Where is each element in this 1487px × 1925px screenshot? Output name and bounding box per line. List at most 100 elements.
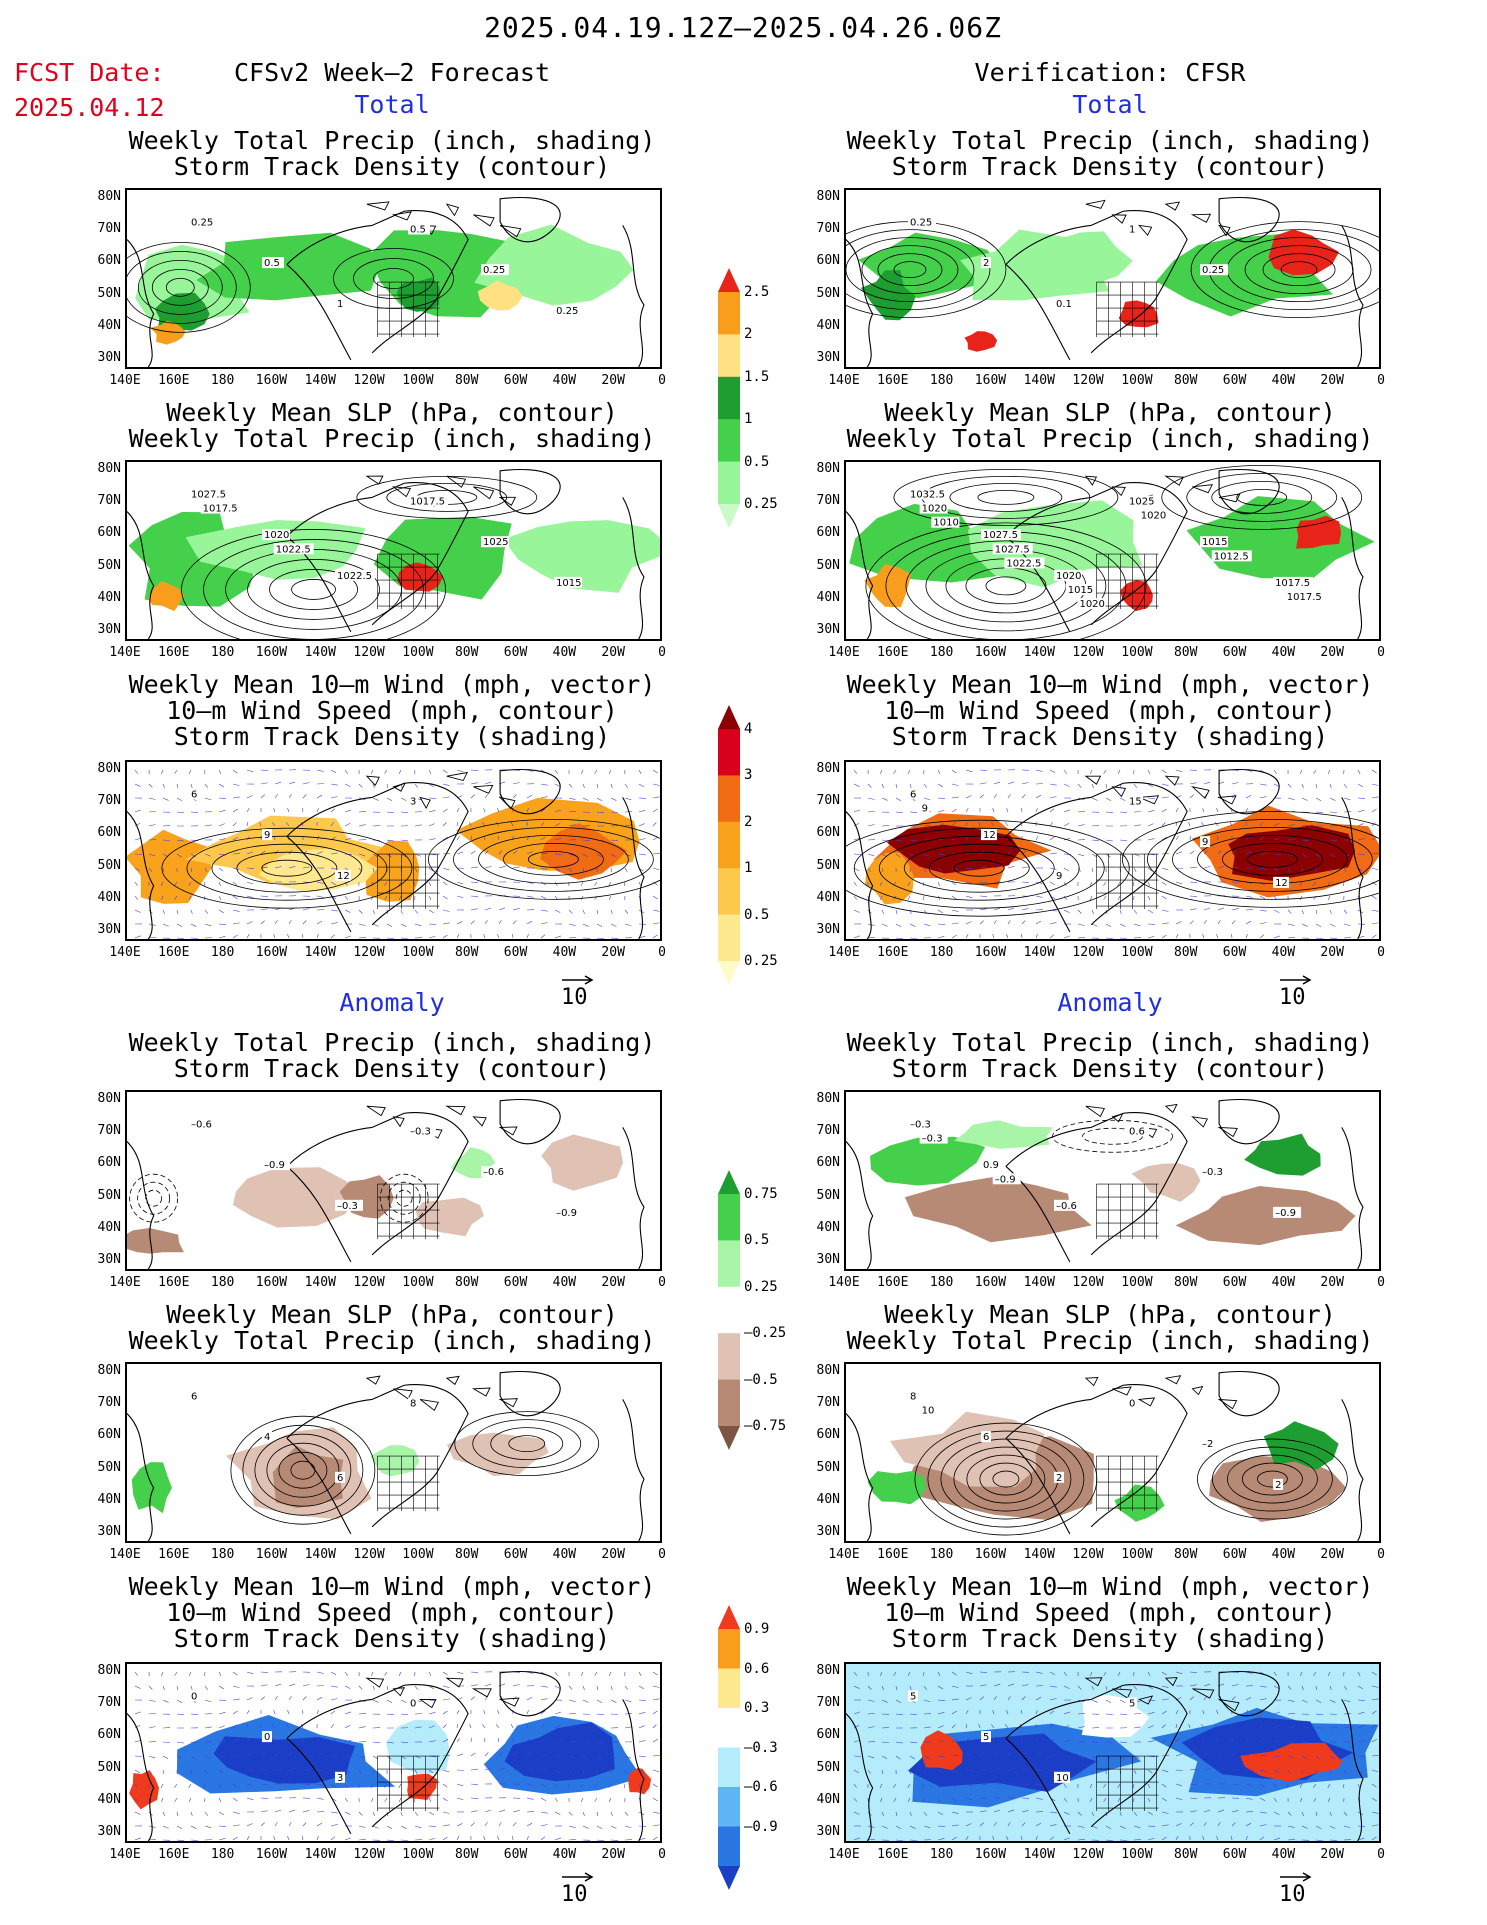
colorbar-tick-label: –0.75	[744, 1418, 787, 1434]
vector-ref-r3: 10	[1279, 975, 1313, 1010]
lat-tick-label: 60N	[816, 1727, 840, 1743]
svg-text:1017.5: 1017.5	[1287, 592, 1322, 603]
lat-tick-label: 50N	[97, 285, 121, 301]
lat-tick-label: 30N	[97, 922, 121, 937]
vector-ref-l6: 10	[561, 1872, 595, 1907]
lon-tick-label: 140E	[109, 1847, 141, 1862]
svg-text:5: 5	[1129, 1698, 1135, 1709]
svg-text:–0.9: –0.9	[264, 1160, 285, 1171]
svg-text:–0.3: –0.3	[922, 1134, 943, 1145]
colorbar-tick-label: 4	[744, 721, 753, 737]
svg-text:1: 1	[1129, 224, 1135, 235]
svg-text:1025: 1025	[1129, 496, 1154, 507]
section-anomaly-left: Anomaly	[339, 988, 445, 1017]
lat-tick-label: 60N	[97, 825, 121, 841]
lon-tick-label: 180	[929, 645, 954, 660]
svg-text:1020: 1020	[1079, 599, 1104, 610]
lat-tick-label: 40N	[816, 889, 840, 905]
svg-text:–0.3: –0.3	[1202, 1167, 1223, 1178]
lon-tick-label: 80W	[454, 373, 479, 388]
colorbar-tick-label: 0.25	[744, 496, 778, 512]
svg-text:–0.9: –0.9	[556, 1208, 577, 1219]
svg-text:–0.3: –0.3	[410, 1126, 431, 1137]
lon-tick-label: 80W	[1173, 945, 1198, 960]
lat-tick-label: 50N	[97, 1459, 121, 1475]
lon-tick-label: 160E	[158, 945, 190, 960]
lon-tick-label: 100W	[1121, 1275, 1153, 1290]
svg-text:1012.5: 1012.5	[1214, 551, 1249, 562]
lon-tick-label: 80W	[1173, 645, 1198, 660]
svg-text:2: 2	[1275, 1480, 1281, 1491]
panel-title-l3: Weekly Mean 10–m Wind (mph, vector) 10–m …	[128, 670, 656, 751]
lat-tick-label: 30N	[816, 1524, 840, 1539]
map-panel-forecast-wind-storm-anom: 0 0 3 0	[125, 1662, 662, 1843]
lon-tick-label: 20W	[1320, 945, 1344, 960]
lon-tick-label: 20W	[601, 1847, 625, 1862]
lat-tick-label: 70N	[97, 493, 121, 509]
lon-tick-label: 40W	[552, 1275, 577, 1290]
map-panel-verif-slp-precip: 1032.5 1027.5 1020 1025 1015 1017.5 1020 1027.5…	[844, 460, 1381, 641]
lon-tick-label: 80W	[454, 1275, 479, 1290]
lon-tick-label: 180	[210, 1847, 235, 1862]
lat-tick-label: 80N	[97, 1363, 121, 1378]
lon-tick-label: 140E	[109, 1275, 141, 1290]
lat-tick-label: 30N	[816, 1252, 840, 1267]
lon-tick-label: 0	[1377, 1275, 1385, 1290]
lon-tick-label: 0	[658, 373, 666, 388]
lat-tick-label: 30N	[97, 1824, 121, 1839]
lat-tick-label: 80N	[97, 1663, 121, 1678]
fcst-date-label: FCST Date:	[14, 58, 165, 87]
lon-tick-label: 20W	[1320, 373, 1344, 388]
svg-text:1015: 1015	[1202, 537, 1227, 548]
lon-tick-label: 180	[929, 1847, 954, 1862]
panel-title-r1: Weekly Total Precip (inch, shading) Storm…	[846, 126, 1374, 181]
colorbar-precip-total: 2.5 2 1.5 1 0.5 0.25	[718, 268, 788, 528]
svg-text:1017.5: 1017.5	[410, 496, 445, 507]
lon-tick-label: 80W	[454, 1547, 479, 1562]
lon-tick-label: 100W	[1121, 945, 1153, 960]
svg-text:–0.9: –0.9	[1275, 1208, 1296, 1219]
svg-text:8: 8	[410, 1398, 416, 1409]
svg-text:1022.5: 1022.5	[337, 571, 372, 582]
svg-text:0.5: 0.5	[264, 258, 280, 269]
lon-tick-label: 60W	[503, 1547, 528, 1562]
lat-tick-label: 70N	[97, 1123, 121, 1139]
lat-tick-label: 60N	[97, 525, 121, 541]
map-panel-forecast-precip-storm: 0.25 0.5 1 0.5 0.25 0.25	[125, 188, 662, 369]
colorbar-tick-label: 2.5	[744, 284, 770, 300]
lat-tick-label: 60N	[816, 525, 840, 541]
lat-tick-label: 60N	[97, 1427, 121, 1443]
lat-tick-label: 50N	[816, 1187, 840, 1203]
svg-text:0.25: 0.25	[1202, 265, 1224, 276]
lat-tick-label: 40N	[816, 589, 840, 605]
lon-tick-label: 120W	[353, 1275, 385, 1290]
lon-tick-label: 160W	[974, 645, 1007, 660]
lon-tick-label: 0	[658, 1547, 666, 1562]
lon-tick-label: 140W	[1023, 1547, 1055, 1562]
panel-title-r2: Weekly Mean SLP (hPa, contour) Weekly Tot…	[846, 398, 1374, 453]
svg-text:–0.3: –0.3	[337, 1201, 358, 1212]
svg-text:4: 4	[264, 1432, 270, 1443]
svg-text:5: 5	[910, 1691, 916, 1702]
lon-tick-label: 160E	[877, 1847, 909, 1862]
lon-tick-label: 120W	[1072, 1547, 1104, 1562]
colorbar-tick-label: 1	[744, 411, 753, 428]
svg-text:1017.5: 1017.5	[1275, 578, 1310, 589]
lon-tick-label: 160E	[877, 645, 909, 660]
svg-text:6: 6	[191, 789, 197, 800]
lon-tick-label: 140W	[304, 373, 336, 388]
colorbar-tick-label: 3	[744, 767, 753, 784]
panel-title-l2: Weekly Mean SLP (hPa, contour) Weekly Tot…	[128, 398, 656, 453]
colorbar-tick-label: 0.25	[744, 953, 778, 969]
lon-tick-label: 160W	[974, 1847, 1007, 1862]
lat-tick-label: 30N	[97, 350, 121, 365]
lon-tick-label: 160E	[158, 1275, 190, 1290]
lon-tick-label: 160W	[255, 645, 288, 660]
svg-text:0.25: 0.25	[483, 265, 505, 276]
map-panel-forecast-wind-storm: 6 9 12 3	[125, 760, 662, 941]
right-arrow-icon	[562, 1872, 594, 1882]
panel-title-l5: Weekly Mean SLP (hPa, contour) Weekly Tot…	[128, 1300, 656, 1355]
lon-tick-label: 40W	[552, 373, 577, 388]
panel-title-r3: Weekly Mean 10–m Wind (mph, vector) 10–m …	[846, 670, 1374, 751]
colorbar-tick-label: 0.25	[744, 1278, 778, 1295]
